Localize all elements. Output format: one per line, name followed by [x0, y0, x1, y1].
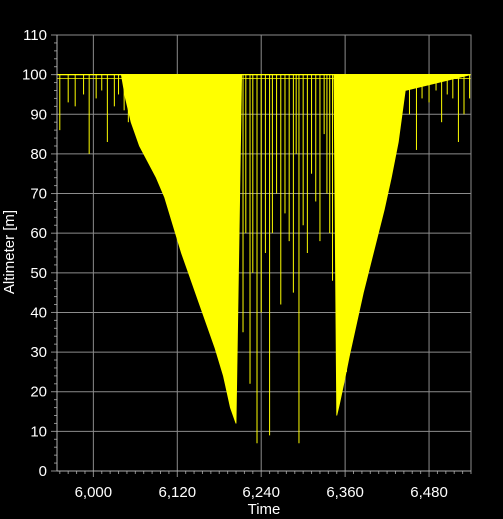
y-tick-label: 60	[30, 225, 47, 242]
x-tick-label: 6,480	[410, 484, 448, 501]
y-axis-title: Altimeter [m]	[1, 210, 18, 294]
y-tick-label: 90	[30, 106, 47, 123]
x-axis-title: Time	[248, 501, 281, 518]
y-tick-label: 10	[30, 423, 47, 440]
y-tick-label: 20	[30, 384, 47, 401]
tick-labels: 0 10 20 30 40 50 60 70 80 90 100 110 6,000 6,120 6,240…	[22, 27, 448, 501]
y-tick-label: 100	[22, 67, 47, 84]
y-tick-label: 30	[30, 344, 47, 361]
y-tick-label: 70	[30, 186, 47, 203]
x-tick-label: 6,360	[326, 484, 364, 501]
y-tick-label: 80	[30, 146, 47, 163]
axes	[51, 34, 472, 477]
x-tick-label: 6,000	[75, 484, 113, 501]
y-tick-label: 110	[23, 27, 47, 44]
altimeter-series	[57, 74, 472, 444]
x-tick-label: 6,240	[242, 484, 280, 501]
y-tick-label: 0	[39, 463, 47, 480]
x-tick-label: 6,120	[159, 484, 197, 501]
y-tick-label: 40	[30, 304, 47, 321]
y-tick-label: 50	[30, 265, 47, 282]
